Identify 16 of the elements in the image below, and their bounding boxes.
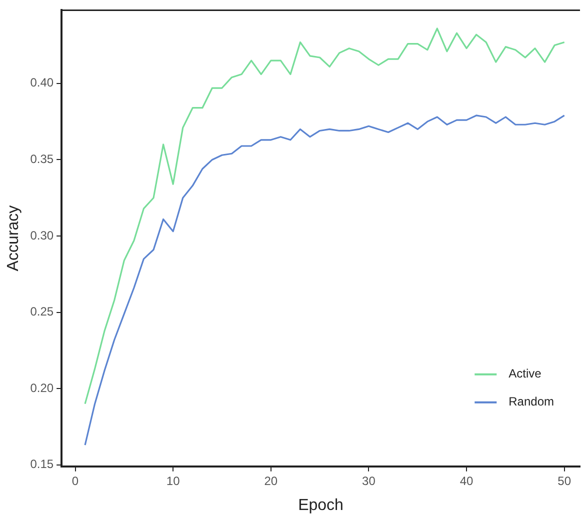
y-tick-label: 0.35 — [30, 152, 54, 166]
x-tick-label: 30 — [362, 474, 376, 488]
y-tick-label: 0.25 — [30, 304, 54, 319]
y-axis-title: Accuracy — [5, 205, 22, 272]
x-tick-label: 20 — [264, 474, 278, 488]
x-tick-label: 50 — [558, 474, 572, 488]
x-axis-title: Epoch — [298, 496, 344, 514]
x-tick-label: 40 — [460, 474, 474, 488]
x-tick-label: 10 — [166, 474, 180, 488]
y-tick-label: 0.40 — [30, 76, 54, 90]
legend-label: Active — [508, 366, 542, 381]
y-tick-label: 0.15 — [30, 457, 54, 472]
y-tick-label: 0.20 — [30, 380, 54, 395]
legend-label: Random — [508, 394, 554, 409]
y-tick-label: 0.30 — [30, 228, 54, 242]
x-tick-label: 0 — [72, 474, 79, 488]
